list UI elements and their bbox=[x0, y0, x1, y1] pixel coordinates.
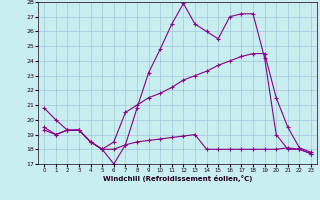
X-axis label: Windchill (Refroidissement éolien,°C): Windchill (Refroidissement éolien,°C) bbox=[103, 175, 252, 182]
